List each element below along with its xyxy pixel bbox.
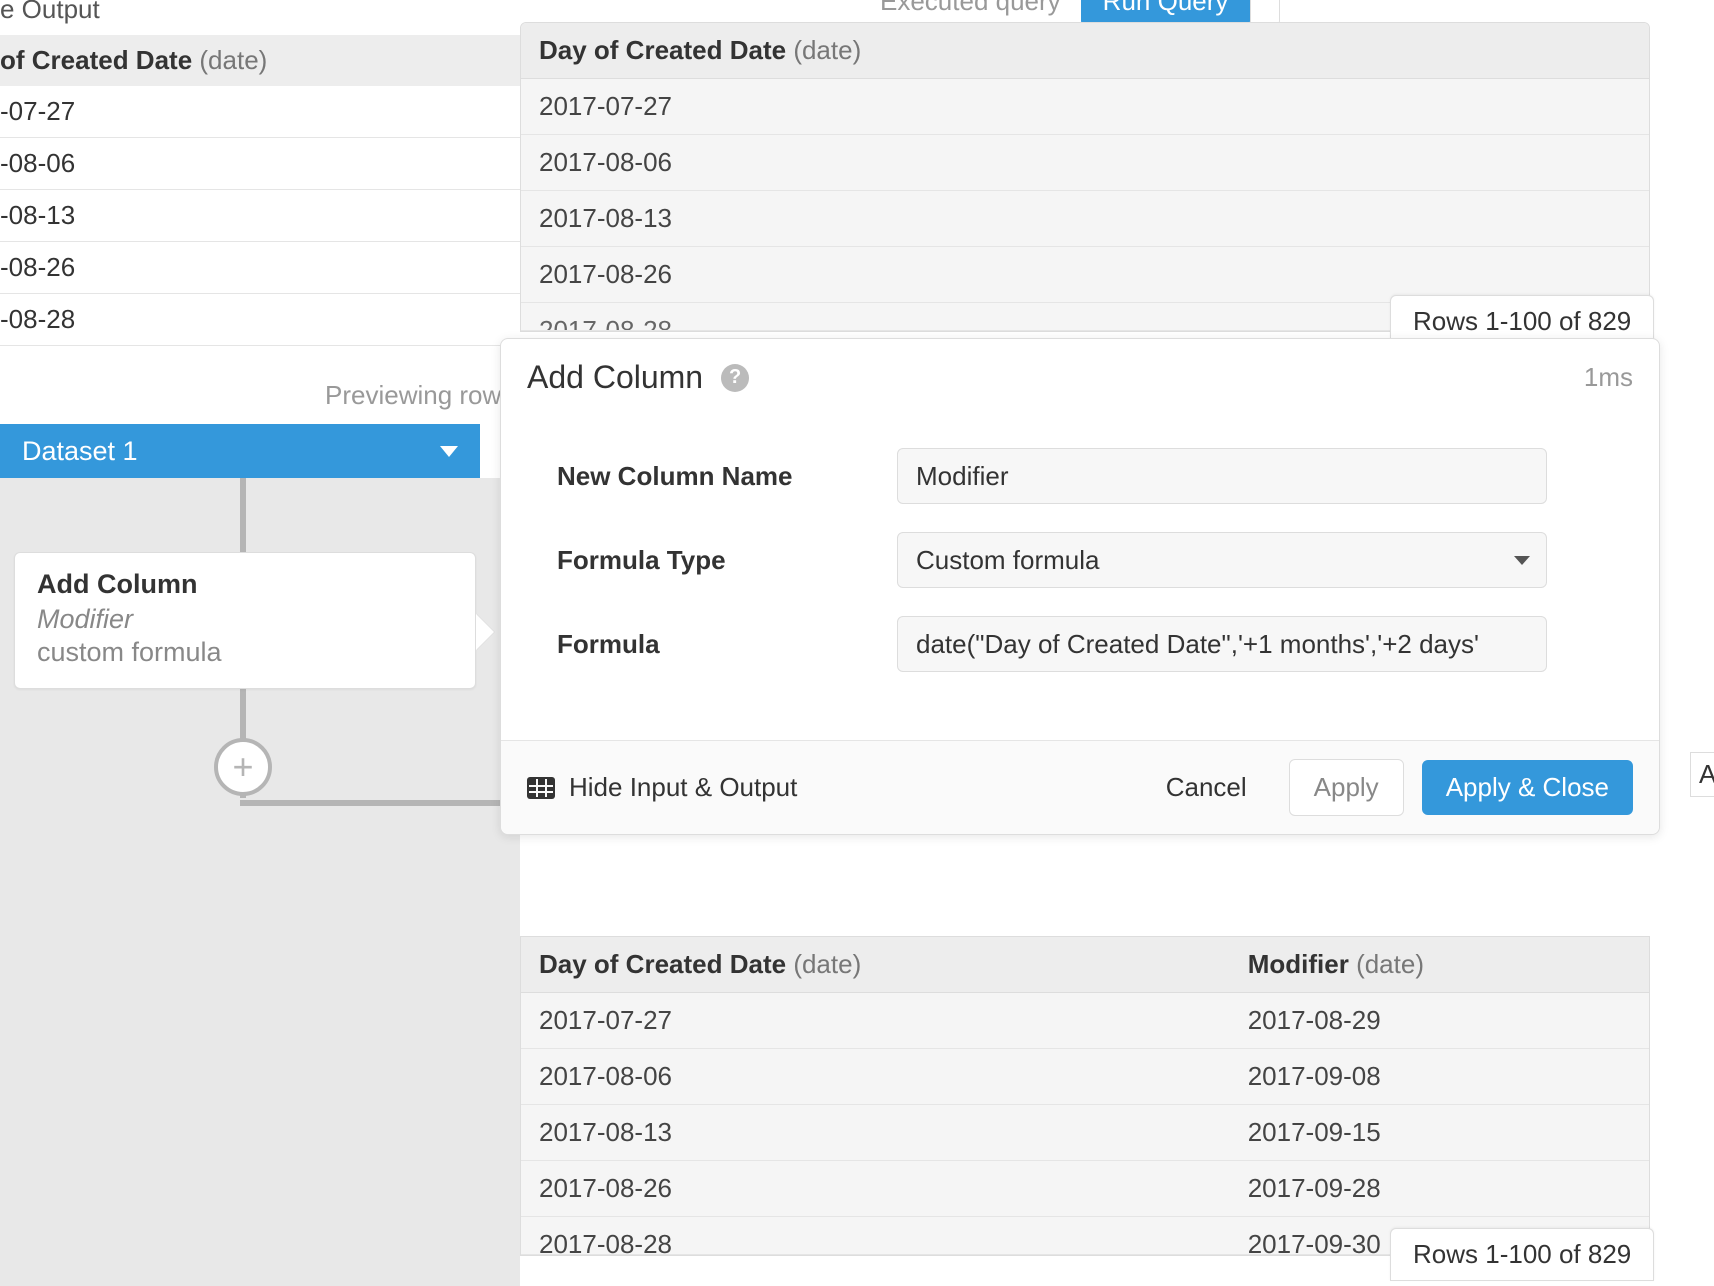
help-icon[interactable]: ? (721, 364, 749, 392)
cell: 2017-09-28 (1230, 1161, 1649, 1216)
col-name: of Created Date (0, 45, 192, 75)
left-input-table: e Output of Created Date (date) -07-27 -… (0, 0, 520, 346)
col-type: (date) (793, 35, 861, 65)
new-column-name-label: New Column Name (527, 461, 897, 492)
cell: 2017-08-06 (521, 1049, 1230, 1104)
add-column-node[interactable]: Add Column Modifier custom formula (14, 552, 476, 689)
output-label: e Output (0, 0, 520, 35)
table-icon (527, 777, 555, 799)
new-column-name-input[interactable] (897, 448, 1547, 504)
chevron-down-icon (1514, 556, 1530, 565)
cell: 2017-08-13 (521, 1105, 1230, 1160)
chevron-down-icon (440, 446, 458, 457)
rows-count-badge: Rows 1-100 of 829 (1390, 1228, 1654, 1281)
hide-io-label: Hide Input & Output (569, 772, 797, 803)
node-subtitle: Modifier (37, 604, 453, 635)
plus-icon: + (232, 746, 253, 788)
modal-header: Add Column ? 1ms (501, 339, 1659, 410)
col-type: (date) (1356, 949, 1424, 979)
edge-button[interactable]: A (1690, 752, 1714, 797)
formula-type-select[interactable]: Custom formula (897, 532, 1547, 588)
table-row: -07-27 (0, 86, 520, 138)
cell: 2017-07-27 (521, 993, 1230, 1048)
add-column-modal: Add Column ? 1ms New Column Name Formula… (500, 338, 1660, 835)
dataset-label: Dataset 1 (22, 436, 138, 467)
input-preview-table: Day of Created Date (date) 2017-07-27 20… (520, 22, 1650, 332)
cell: 2017-09-08 (1230, 1049, 1649, 1104)
apply-button[interactable]: Apply (1289, 759, 1404, 816)
previewing-label: Previewing row (325, 380, 501, 411)
table-row: 2017-08-06 (521, 135, 1649, 191)
modal-title: Add Column (527, 359, 703, 396)
output-preview-table: Day of Created Date (date) Modifier (dat… (520, 936, 1650, 1256)
table-row: 2017-07-27 (521, 79, 1649, 135)
table-header-row: Day of Created Date (date) Modifier (dat… (521, 937, 1649, 993)
col-header: Day of Created Date (date) (521, 937, 1230, 992)
hide-input-output-toggle[interactable]: Hide Input & Output (527, 772, 797, 803)
cell: 2017-09-15 (1230, 1105, 1649, 1160)
node-title: Add Column (37, 569, 453, 600)
cancel-button[interactable]: Cancel (1142, 760, 1271, 815)
formula-label: Formula (527, 629, 897, 660)
modal-footer: Hide Input & Output Cancel Apply Apply &… (501, 740, 1659, 834)
apply-close-button[interactable]: Apply & Close (1422, 760, 1633, 815)
col-header: of Created Date (date) (0, 35, 520, 86)
table-row: -08-26 (0, 242, 520, 294)
modal-body: New Column Name Formula Type Custom form… (501, 410, 1659, 740)
table-row: 2017-08-06 2017-09-08 (521, 1049, 1649, 1105)
cell: 2017-08-29 (1230, 993, 1649, 1048)
dataset-header[interactable]: Dataset 1 (0, 424, 480, 478)
col-name: Modifier (1248, 949, 1349, 979)
table-row: 2017-08-13 2017-09-15 (521, 1105, 1649, 1161)
col-name: Day of Created Date (539, 35, 786, 65)
formula-input[interactable] (897, 616, 1547, 672)
table-row: 2017-07-27 2017-08-29 (521, 993, 1649, 1049)
pipeline-connector (240, 800, 520, 806)
col-name: Day of Created Date (539, 949, 786, 979)
timing-label: 1ms (1584, 362, 1633, 393)
node-pointer-icon (476, 614, 494, 650)
col-type: (date) (793, 949, 861, 979)
col-header: Modifier (date) (1230, 937, 1649, 992)
table-row: -08-13 (0, 190, 520, 242)
formula-type-value: Custom formula (916, 545, 1100, 576)
table-row: -08-06 (0, 138, 520, 190)
col-type: (date) (199, 45, 267, 75)
table-row: -08-28 (0, 294, 520, 346)
cell: 2017-08-28 (521, 1217, 1230, 1254)
col-header: Day of Created Date (date) (521, 23, 1649, 79)
node-formula-type: custom formula (37, 637, 453, 668)
add-step-button[interactable]: + (214, 738, 272, 796)
formula-type-label: Formula Type (527, 545, 897, 576)
table-row: 2017-08-26 2017-09-28 (521, 1161, 1649, 1217)
table-row: 2017-08-13 (521, 191, 1649, 247)
cell: 2017-08-26 (521, 1161, 1230, 1216)
